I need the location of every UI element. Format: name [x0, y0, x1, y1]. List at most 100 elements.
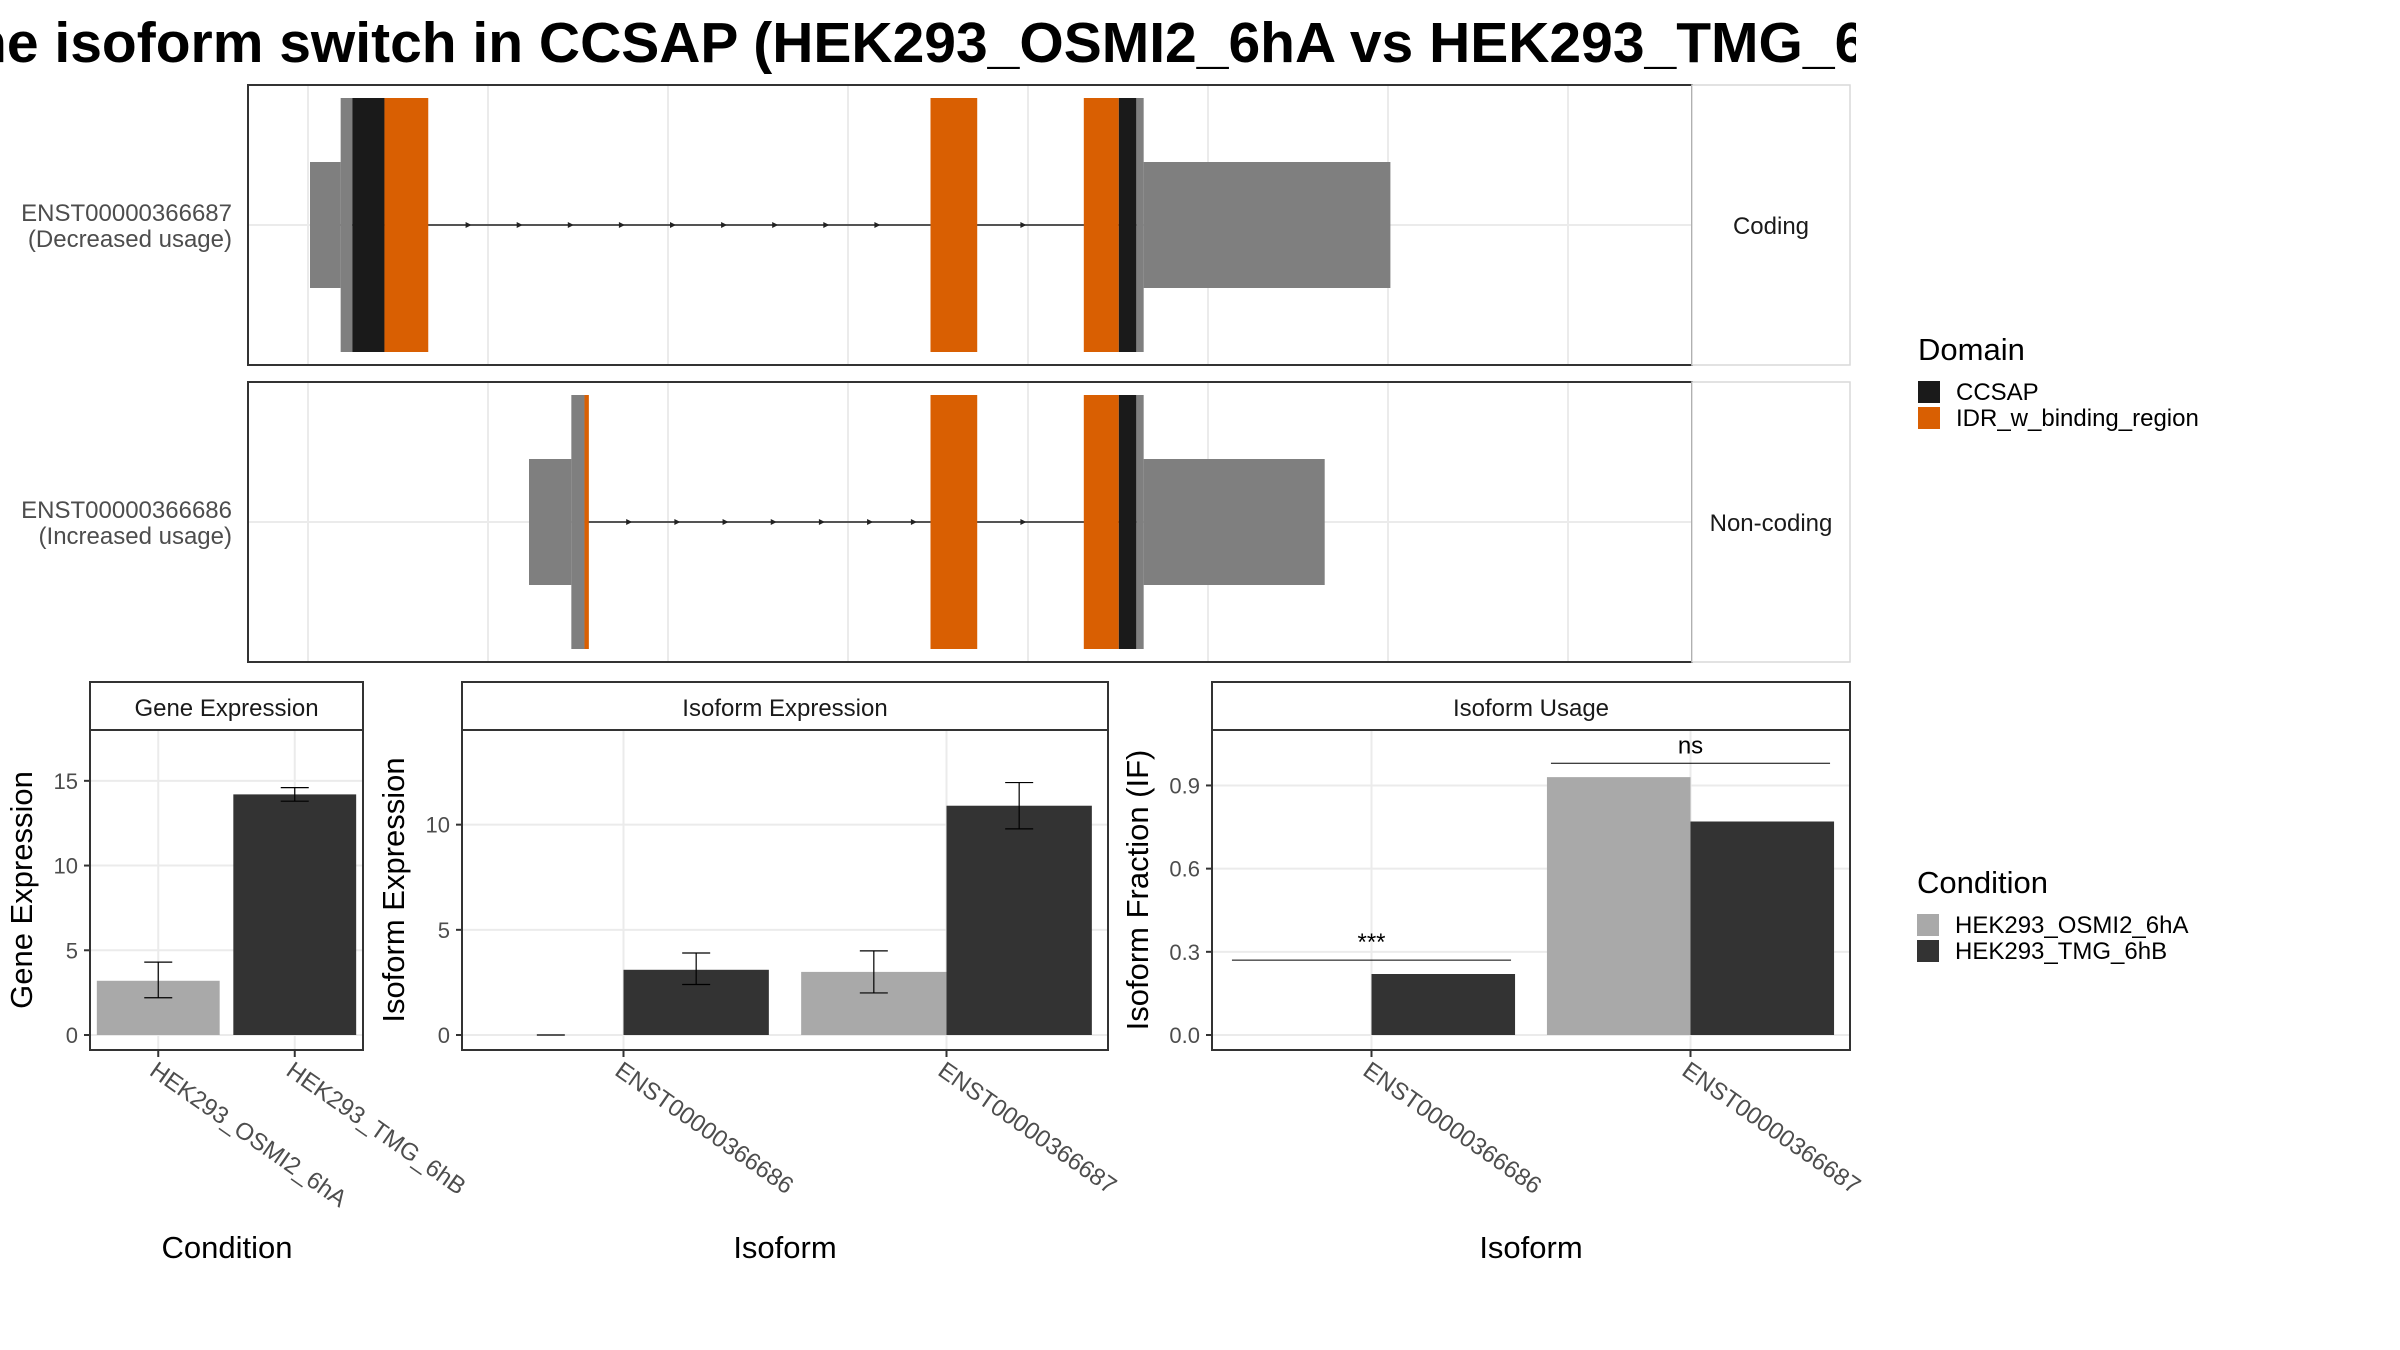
- exon-idr: [930, 395, 978, 649]
- exon-utr: [529, 459, 572, 585]
- y-tick-label: 0: [438, 1023, 450, 1048]
- exon-cds: [340, 98, 353, 352]
- chart-isoform-usage: *** ns Isoform Usage 0.0 0.3 0.6 0.9 ENST000003…: [1120, 681, 1865, 1265]
- significance-label: ***: [1357, 929, 1385, 956]
- y-axis-label: Isoform Fraction (IF): [1120, 750, 1155, 1031]
- intron-arrow: [823, 222, 830, 228]
- error-bar: [682, 952, 711, 986]
- transcript-usage-label: (Increased usage): [39, 523, 232, 550]
- bar: [1690, 821, 1835, 1035]
- exon-idr: [584, 395, 589, 649]
- error-bar: [1005, 781, 1034, 830]
- intron-arrow: [770, 519, 777, 525]
- exon-cds: [1136, 395, 1144, 649]
- error-bar: [144, 961, 173, 999]
- intron-arrow: [772, 222, 779, 228]
- y-tick-label: 0.0: [1169, 1023, 1200, 1048]
- legend-label: HEK293_OSMI2_6hA: [1955, 912, 2188, 939]
- legend-label: HEK293_TMG_6hB: [1955, 938, 2167, 965]
- intron-arrow: [465, 222, 472, 228]
- intron-arrow: [1020, 519, 1027, 525]
- x-tick-label: ENST00000366686: [610, 1057, 798, 1200]
- intron-arrow: [874, 222, 881, 228]
- intron-arrow: [618, 222, 625, 228]
- y-tick-label: 10: [426, 813, 450, 838]
- transcript-panel-ENST00000366686: Non-coding ENST00000366686(Increased usag…: [21, 381, 1851, 663]
- intron-arrow: [626, 519, 633, 525]
- y-tick-label: 5: [66, 938, 78, 963]
- x-axis-label: Isoform: [1479, 1230, 1582, 1265]
- bar: [946, 805, 1092, 1035]
- exon-idr: [930, 98, 978, 352]
- intron-arrow: [818, 519, 825, 525]
- exon-idr: [1083, 395, 1119, 649]
- transcript-panel-ENST00000366687: Coding ENST00000366687(Decreased usage): [21, 84, 1851, 366]
- x-axis-label: Isoform: [733, 1230, 836, 1265]
- exon-cds: [571, 395, 585, 649]
- facet-title: Gene Expression: [134, 695, 318, 722]
- bar: [1546, 777, 1691, 1035]
- bar: [233, 794, 357, 1035]
- x-tick-label: ENST00000366687: [1677, 1057, 1865, 1200]
- intron-arrow: [910, 519, 917, 525]
- y-tick-label: 0: [66, 1023, 78, 1048]
- intron-arrow: [516, 222, 523, 228]
- y-tick-label: 15: [54, 769, 78, 794]
- intron-arrow: [567, 222, 574, 228]
- y-tick-label: 0.3: [1169, 940, 1200, 965]
- coding-status-label: Non-coding: [1710, 510, 1833, 537]
- intron-arrow: [1020, 222, 1027, 228]
- exon-utr: [310, 162, 341, 288]
- legend-key: [1917, 914, 1939, 936]
- x-tick-label: ENST00000366686: [1358, 1057, 1546, 1200]
- transcript-usage-label: (Decreased usage): [28, 226, 232, 253]
- facet-title: Isoform Usage: [1453, 695, 1609, 722]
- legend-title: Condition: [1917, 865, 2048, 900]
- y-tick-label: 0.6: [1169, 857, 1200, 882]
- legend-key: [1918, 407, 1940, 429]
- coding-status-label: Coding: [1733, 213, 1809, 240]
- facet-strip: [89, 681, 364, 731]
- y-tick-label: 5: [438, 918, 450, 943]
- facet-strip: [1691, 381, 1851, 663]
- exon-ccsap: [1118, 395, 1137, 649]
- x-tick-label: ENST00000366687: [933, 1057, 1121, 1200]
- intron-arrow: [722, 519, 729, 525]
- exon-idr: [384, 98, 429, 352]
- intron-arrow: [721, 222, 728, 228]
- y-tick-label: 0.9: [1169, 773, 1200, 798]
- error-bar: [859, 950, 888, 994]
- exon-ccsap: [352, 98, 385, 352]
- y-axis-label: Isoform Expression: [376, 757, 411, 1022]
- intron-arrow: [670, 222, 676, 228]
- facet-title: Isoform Expression: [682, 695, 887, 722]
- y-axis-label: Gene Expression: [4, 771, 39, 1009]
- transcript-id-label: ENST00000366687: [21, 200, 232, 227]
- facet-strip: [1691, 84, 1851, 366]
- legend-title: Domain: [1918, 332, 2025, 367]
- x-axis-label: Condition: [162, 1230, 293, 1265]
- exon-cds: [1136, 98, 1144, 352]
- transcript-id-label: ENST00000366686: [21, 497, 232, 524]
- error-bar: [280, 787, 309, 802]
- plot-title: he isoform switch in CCSAP (HEK293_OSMI2…: [0, 11, 1856, 75]
- legend-key: [1917, 940, 1939, 962]
- y-tick-label: 10: [54, 854, 78, 879]
- chart-isoform-expression: Isoform Expression 0 5 10 ENST00000366686 ENS…: [376, 681, 1121, 1265]
- bar: [1371, 974, 1516, 1035]
- facet-strip: [461, 681, 1109, 731]
- legend-label: CCSAP: [1956, 379, 2039, 406]
- intron-arrow: [674, 519, 681, 525]
- significance-label: ns: [1678, 732, 1703, 759]
- facet-strip: [1211, 681, 1851, 731]
- exon-utr: [1143, 459, 1325, 585]
- legend-key: [1918, 381, 1940, 403]
- exon-utr: [1143, 162, 1391, 288]
- intron-arrow: [867, 519, 874, 525]
- legend-label: IDR_w_binding_region: [1956, 405, 2199, 432]
- exon-ccsap: [1118, 98, 1137, 352]
- exon-idr: [1083, 98, 1119, 352]
